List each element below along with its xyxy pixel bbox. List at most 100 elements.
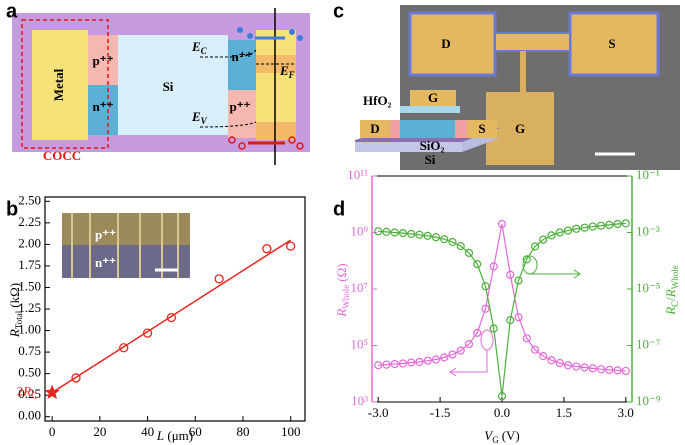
data-point	[621, 366, 630, 376]
region-label: p⁺⁺	[230, 99, 251, 114]
subscript: C	[31, 391, 37, 401]
annotation-arrow	[449, 350, 488, 377]
data-point	[481, 304, 490, 313]
data-point	[539, 235, 548, 244]
data-point	[514, 276, 523, 285]
data-point	[71, 373, 81, 383]
inset-n	[62, 245, 190, 278]
data-point	[497, 219, 507, 229]
data-point	[142, 328, 153, 338]
subscript: C	[670, 301, 680, 307]
panel-label: a	[6, 0, 18, 22]
label-part: R	[22, 384, 31, 399]
data-point	[588, 364, 597, 373]
panel-a: a Metal p⁺⁺ n⁺⁺ Si COCC EC n⁺⁺ EF p⁺⁺ EV	[6, 0, 310, 165]
data-point	[415, 357, 424, 367]
y-tick-label: 1.25	[18, 300, 41, 315]
x-axis-label: VG (V)	[484, 428, 520, 445]
x-tick-label: 60	[189, 424, 202, 439]
data-point	[440, 235, 449, 244]
pad	[408, 11, 497, 77]
data-point	[166, 312, 177, 323]
cocc-box	[21, 19, 109, 149]
stack-p	[390, 120, 400, 138]
layer-label: G	[428, 90, 438, 105]
subscript: C	[201, 46, 208, 56]
data-point	[506, 316, 515, 325]
data-point	[382, 227, 391, 237]
data-point	[547, 356, 556, 365]
band	[256, 122, 296, 140]
data-point	[572, 362, 581, 371]
y-tick-label: 0.25	[18, 386, 41, 401]
label-part: (kΩ)	[7, 283, 22, 308]
p-region	[88, 35, 118, 85]
data-point	[580, 363, 589, 372]
label-part: (μm)	[164, 428, 193, 443]
fit-line	[51, 239, 292, 394]
symbol: E	[279, 63, 289, 78]
region-label: n⁺⁺	[93, 99, 114, 114]
inset-p	[62, 213, 190, 245]
panel-c: c D S G HfO₂ G D S SiO₂ Si	[333, 0, 680, 170]
y-tick-label: 0.50	[18, 365, 41, 380]
data-point	[286, 241, 296, 251]
pad-label: S	[608, 36, 615, 51]
data-point	[398, 229, 408, 238]
data-point	[539, 352, 548, 361]
y2-tick-label: 10⁻¹	[636, 167, 660, 182]
x-tick-label: 0.0	[494, 405, 510, 420]
y-tick-label: 10⁹	[350, 223, 368, 238]
data-point	[390, 359, 399, 369]
data-point	[382, 360, 391, 369]
y-tick-label: 2.50	[18, 192, 41, 207]
subscript: G	[492, 435, 499, 445]
y-tick-label: 1.75	[18, 257, 41, 272]
hfo2-layer	[400, 106, 460, 113]
data-point	[464, 248, 474, 257]
star	[44, 384, 60, 400]
label-part: V	[484, 428, 494, 443]
layer-label: Si	[425, 152, 436, 167]
label-part: (V)	[502, 428, 520, 443]
y-axis-label: RWhole (Ω)	[334, 263, 351, 317]
panel-label: b	[6, 198, 18, 220]
y-tick-label: 10⁷	[350, 280, 368, 295]
data-point	[613, 219, 622, 229]
subscript: Whole	[670, 265, 680, 289]
label-part: /	[663, 297, 678, 301]
data-point	[613, 366, 622, 375]
layer-label: SiO₂	[420, 138, 445, 153]
data-point	[448, 350, 457, 359]
si-front	[355, 142, 462, 152]
label-part: R	[663, 307, 678, 316]
data-point	[119, 343, 129, 353]
panel-label: c	[333, 0, 344, 22]
data-point	[522, 255, 531, 264]
data-point	[431, 355, 441, 364]
y-tick-label: 2.00	[18, 235, 41, 250]
stack-p	[455, 120, 467, 138]
data-point	[390, 228, 399, 237]
data-point	[563, 226, 573, 235]
data-point	[530, 345, 540, 354]
label-part: R	[7, 329, 22, 338]
data-point	[423, 356, 432, 365]
stack-d	[360, 120, 390, 138]
data-point	[473, 328, 482, 337]
x-tick-label: -1.5	[430, 405, 451, 420]
data-point	[489, 262, 498, 271]
y-tick-label: 10¹¹	[347, 167, 368, 182]
data-point	[374, 361, 383, 370]
si-label: Si	[163, 79, 174, 94]
metal-label: Metal	[51, 68, 66, 101]
data-point	[262, 244, 272, 254]
data-point	[407, 358, 416, 367]
data-point	[547, 231, 556, 240]
symbol: E	[191, 109, 201, 124]
gate-line	[520, 51, 526, 95]
y-tick-label: 2.25	[18, 214, 41, 229]
x-tick-label: 1.5	[556, 405, 572, 420]
data-point	[456, 346, 465, 355]
data-point	[572, 224, 581, 233]
